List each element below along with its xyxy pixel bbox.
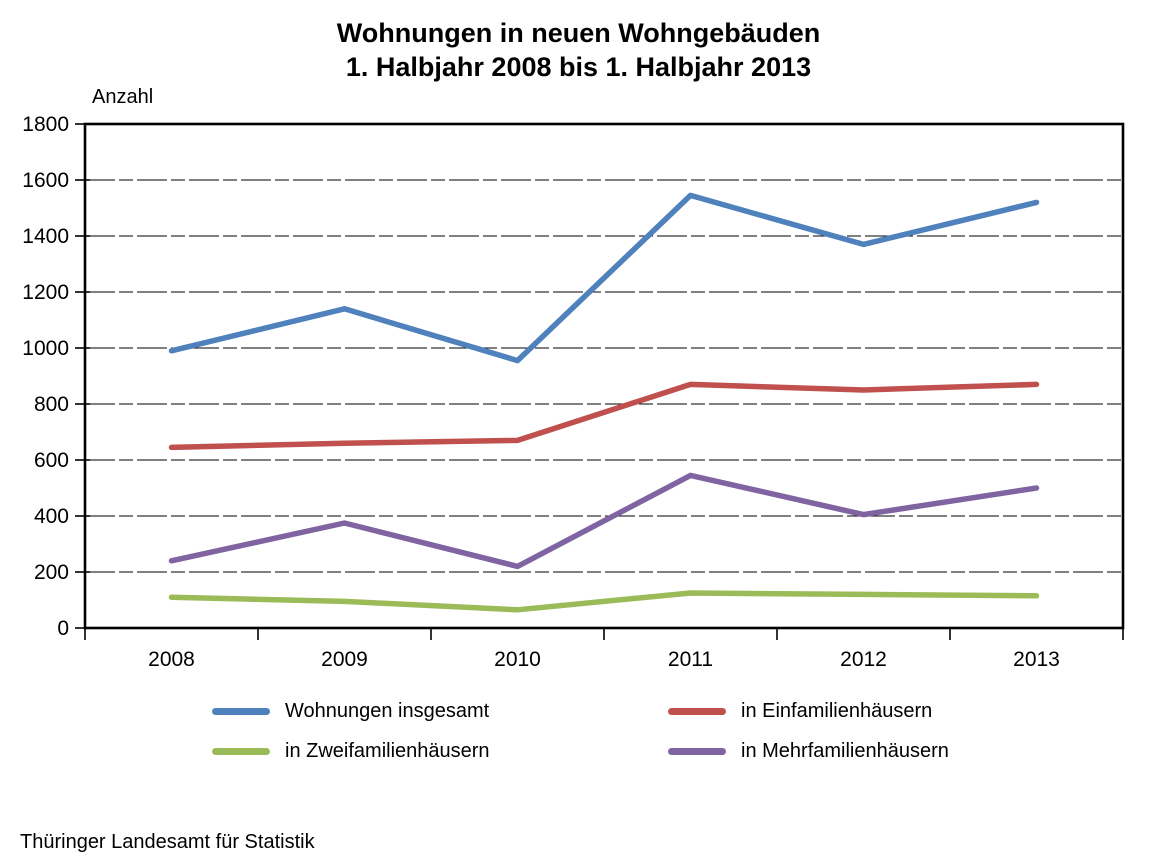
legend-item-insgesamt: Wohnungen insgesamt bbox=[212, 698, 668, 725]
line-chart: 0 200 400 600 800 1000 1200 1400 1600 1800 2008 200… bbox=[22, 113, 1125, 671]
legend-label-zweifamilienhaeuser: in Zweifamilienhäusern bbox=[285, 740, 490, 762]
svg-text:1600: 1600 bbox=[22, 169, 69, 192]
legend-item-zweifamilienhaeuser: in Zweifamilienhäusern bbox=[212, 738, 668, 765]
y-axis-title: Anzahl bbox=[92, 86, 154, 108]
legend-swatch-mehrfamilienhaeuser bbox=[668, 748, 726, 755]
source-note: Thüringer Landesamt für Statistik bbox=[20, 831, 315, 853]
legend-label-mehrfamilienhaeuser: in Mehrfamilienhäusern bbox=[741, 740, 949, 762]
legend-item-mehrfamilienhaeuser: in Mehrfamilienhäusern bbox=[668, 738, 949, 765]
svg-text:400: 400 bbox=[34, 505, 69, 528]
svg-text:1400: 1400 bbox=[22, 225, 69, 248]
legend-item-einfamilienhaeuser: in Einfamilienhäusern bbox=[668, 698, 949, 725]
chart-title-line1: Wohnungen in neuen Wohngebäuden bbox=[336, 18, 821, 48]
svg-text:2011: 2011 bbox=[668, 648, 713, 671]
svg-text:2009: 2009 bbox=[321, 648, 368, 671]
chart-title: Wohnungen in neuen Wohngebäuden 1. Halbj… bbox=[0, 16, 1157, 84]
chart-title-line2: 1. Halbjahr 2008 bis 1. Halbjahr 2013 bbox=[345, 52, 812, 82]
legend-swatch-zweifamilienhaeuser bbox=[212, 748, 270, 755]
svg-text:200: 200 bbox=[34, 561, 69, 584]
chart-legend: Wohnungen insgesamt in Einfamilienhäuser… bbox=[212, 698, 949, 765]
legend-label-insgesamt: Wohnungen insgesamt bbox=[285, 700, 490, 722]
svg-text:0: 0 bbox=[57, 617, 69, 640]
svg-text:1800: 1800 bbox=[22, 113, 69, 136]
svg-text:2012: 2012 bbox=[840, 648, 887, 671]
svg-text:2008: 2008 bbox=[148, 648, 195, 671]
svg-text:800: 800 bbox=[34, 393, 69, 416]
svg-text:1200: 1200 bbox=[22, 281, 69, 304]
legend-swatch-einfamilienhaeuser bbox=[668, 708, 726, 715]
svg-text:2013: 2013 bbox=[1013, 648, 1060, 671]
legend-label-einfamilienhaeuser: in Einfamilienhäusern bbox=[741, 700, 933, 722]
svg-text:2010: 2010 bbox=[494, 648, 541, 671]
legend-swatch-insgesamt bbox=[212, 708, 270, 715]
svg-text:1000: 1000 bbox=[22, 337, 69, 360]
svg-text:600: 600 bbox=[34, 449, 69, 472]
